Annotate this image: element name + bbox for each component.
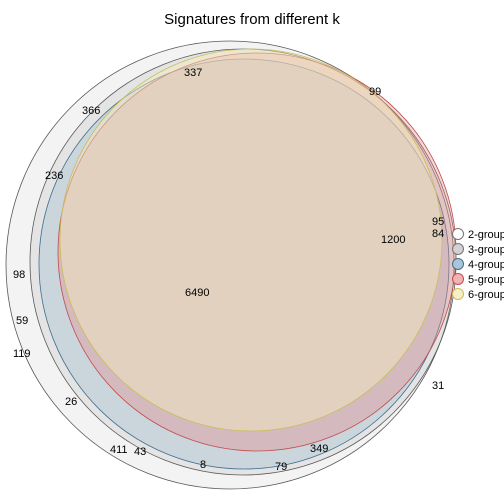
region-count: 59 <box>16 315 28 327</box>
region-count: 99 <box>369 86 381 98</box>
region-count: 1200 <box>381 234 405 246</box>
region-count: 8 <box>200 459 206 471</box>
legend: 2-group 3-group 4-group 5-group 6-group <box>453 229 504 302</box>
legend-label: 6-group <box>468 289 504 301</box>
region-count: 411 <box>110 444 128 456</box>
region-count: 84 <box>432 228 444 240</box>
legend-swatch <box>453 274 464 285</box>
region-count: 98 <box>13 269 25 281</box>
region-count: 337 <box>184 67 202 79</box>
legend-swatch <box>453 229 464 240</box>
region-count: 236 <box>45 170 63 182</box>
region-count: 31 <box>432 380 444 392</box>
venn-chart: Signatures from different k 6490 1200 337 9… <box>0 0 504 504</box>
legend-swatch <box>453 289 464 300</box>
legend-label: 5-group <box>468 274 504 286</box>
legend-swatch <box>453 259 464 270</box>
legend-label: 4-group <box>468 259 504 271</box>
legend-label: 3-group <box>468 244 504 256</box>
region-count: 26 <box>65 396 77 408</box>
region-count: 349 <box>310 443 328 455</box>
venn-circles <box>6 41 456 489</box>
region-count: 119 <box>13 348 31 360</box>
region-count: 366 <box>82 105 100 117</box>
region-count: 43 <box>134 446 146 458</box>
chart-title: Signatures from different k <box>164 11 340 28</box>
region-count: 79 <box>275 461 287 473</box>
legend-label: 2-group <box>468 229 504 241</box>
legend-swatch <box>453 244 464 255</box>
region-count: 6490 <box>185 287 209 299</box>
region-count: 95 <box>432 216 444 228</box>
